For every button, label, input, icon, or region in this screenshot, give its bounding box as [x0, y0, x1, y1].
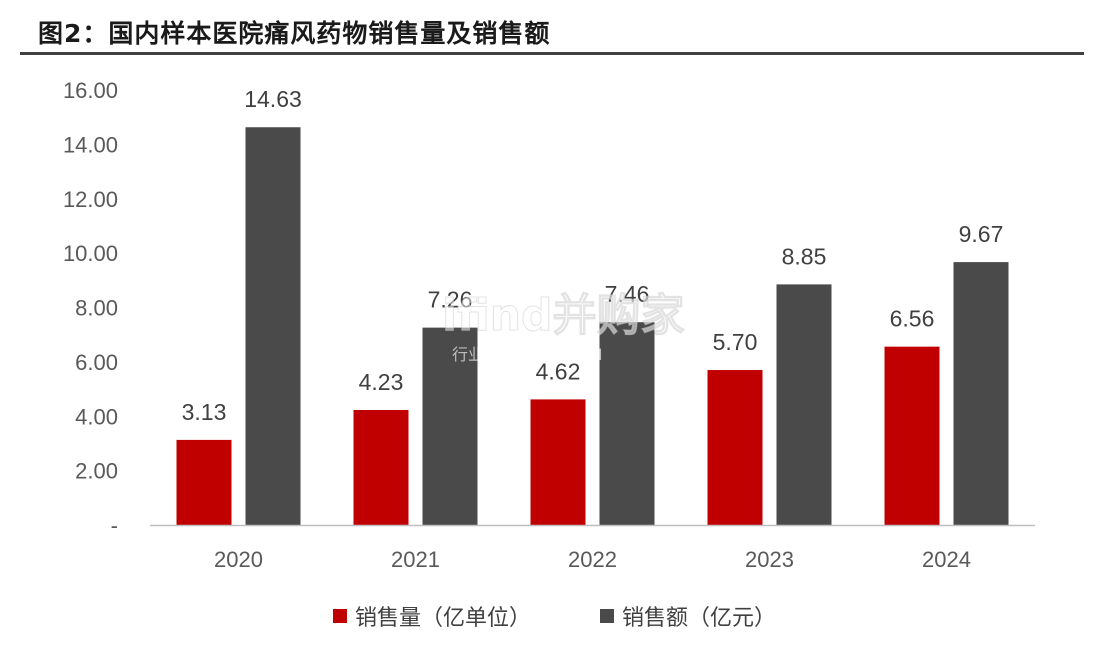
bar-series-1 — [530, 399, 586, 525]
value-labels-group: 3.13 14.63 4.23 7.26 4.62 7.46 5.70 8.85 6.56 9.6… — [182, 86, 1004, 425]
x-axis: 2020 2021 2022 2023 2024 — [150, 524, 1035, 572]
legend-swatch-2 — [600, 609, 614, 623]
data-label: 7.26 — [428, 287, 473, 313]
data-label: 9.67 — [959, 221, 1004, 247]
y-tick-label: 8.00 — [75, 296, 118, 321]
title-underline — [20, 52, 1084, 55]
data-label: 3.13 — [182, 399, 227, 425]
x-tick-label: 2023 — [745, 547, 794, 572]
bar-series-1 — [884, 346, 940, 525]
y-tick-label: 4.00 — [75, 404, 118, 429]
watermark-main: ifind并购家 — [442, 290, 685, 341]
y-tick-label: 14.00 — [63, 132, 118, 157]
x-tick-label: 2021 — [391, 547, 440, 572]
y-tick-label: - — [111, 513, 118, 538]
y-axis: - 2.00 4.00 6.00 8.00 10.00 12.00 14.00 16.00 — [63, 78, 118, 538]
bar-series-2 — [953, 262, 1009, 525]
bar-series-2 — [776, 284, 832, 525]
bar-series-1 — [176, 439, 232, 525]
legend-label-1: 销售量（亿单位） — [355, 606, 531, 631]
chart-title: 图2：国内样本医院痛风药物销售量及销售额 — [38, 19, 551, 48]
watermark: ifind并购家 行业报告 IPOIPO.CN — [442, 290, 686, 365]
data-label: 4.23 — [359, 369, 404, 395]
bar-series-2 — [599, 322, 655, 525]
legend: 销售量（亿单位） 销售额（亿元） — [333, 606, 776, 631]
data-label: 5.70 — [713, 329, 758, 355]
data-label: 14.63 — [244, 86, 302, 112]
y-tick-label: 10.00 — [63, 241, 118, 266]
x-tick-label: 2020 — [214, 547, 263, 572]
data-label: 7.46 — [605, 281, 650, 307]
data-label: 8.85 — [782, 243, 827, 269]
watermark-sub: 行业报告 IPOIPO.CN — [452, 345, 603, 364]
bars-group — [176, 127, 1009, 525]
bar-series-1 — [707, 370, 763, 525]
y-tick-label: 2.00 — [75, 459, 118, 484]
legend-swatch-1 — [333, 609, 347, 623]
bar-series-2 — [245, 127, 301, 525]
x-tick-label: 2024 — [922, 547, 971, 572]
data-label: 6.56 — [890, 306, 935, 332]
bar-series-2 — [422, 327, 478, 525]
y-tick-label: 12.00 — [63, 187, 118, 212]
x-tick-label: 2022 — [568, 547, 617, 572]
y-tick-label: 6.00 — [75, 350, 118, 375]
bar-series-1 — [353, 409, 409, 525]
data-label: 4.62 — [536, 358, 581, 384]
y-tick-label: 16.00 — [63, 78, 118, 103]
legend-label-2: 销售额（亿元） — [622, 606, 776, 631]
